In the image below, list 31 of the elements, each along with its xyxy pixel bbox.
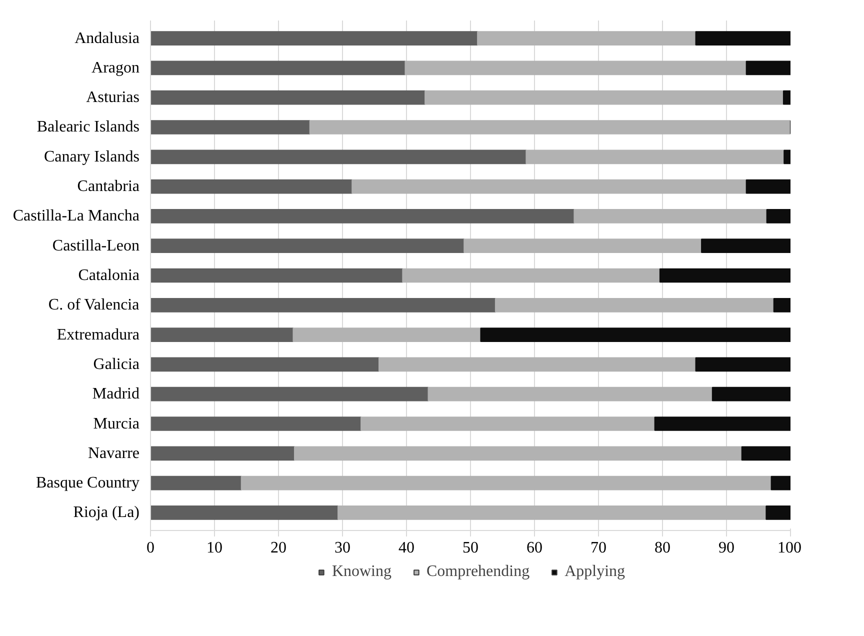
x-tick-label: 100: [778, 540, 802, 556]
x-tick-label: 30: [334, 540, 350, 556]
y-tick-label: Balearic Islands: [36, 118, 140, 136]
x-tick-label: 20: [270, 540, 286, 556]
y-tick-label: C. of Valencia: [48, 296, 140, 314]
y-tick-label: Madrid: [92, 386, 140, 403]
y-tick-label: Murcia: [93, 415, 140, 432]
x-tick-label: 60: [526, 540, 542, 556]
y-tick-label: Castilla-Leon: [52, 237, 140, 254]
x-tick-label: 0: [146, 540, 154, 556]
y-tick-label: Asturias: [86, 89, 140, 106]
y-tick-label: Aragon: [92, 59, 140, 76]
x-tick-label: 40: [398, 540, 414, 556]
x-tick-label: 70: [590, 540, 606, 556]
y-tick-label: Andalusia: [74, 30, 140, 47]
y-tick-label: Navarre: [88, 444, 140, 462]
y-tick-label: Cantabria: [77, 178, 140, 196]
y-tick-label: Galicia: [93, 356, 140, 373]
y-tick-label: Canary Islands: [44, 148, 140, 166]
y-tick-label: Catalonia: [78, 267, 140, 284]
y-tick-label: Castilla-La Mancha: [12, 208, 140, 225]
legend-label: Applying: [564, 563, 626, 581]
legend-label: Comprehending: [426, 563, 530, 581]
x-tick-label: 10: [206, 540, 222, 556]
y-tick-label: Basque Country: [36, 474, 140, 492]
x-tick-label: 90: [718, 540, 734, 556]
y-tick-label: Extremadura: [56, 326, 140, 344]
legend-label: Knowing: [332, 563, 392, 581]
x-tick-label: 80: [654, 540, 670, 556]
x-tick-label: 50: [462, 540, 478, 556]
y-tick-label: Rioja (La): [73, 504, 140, 522]
